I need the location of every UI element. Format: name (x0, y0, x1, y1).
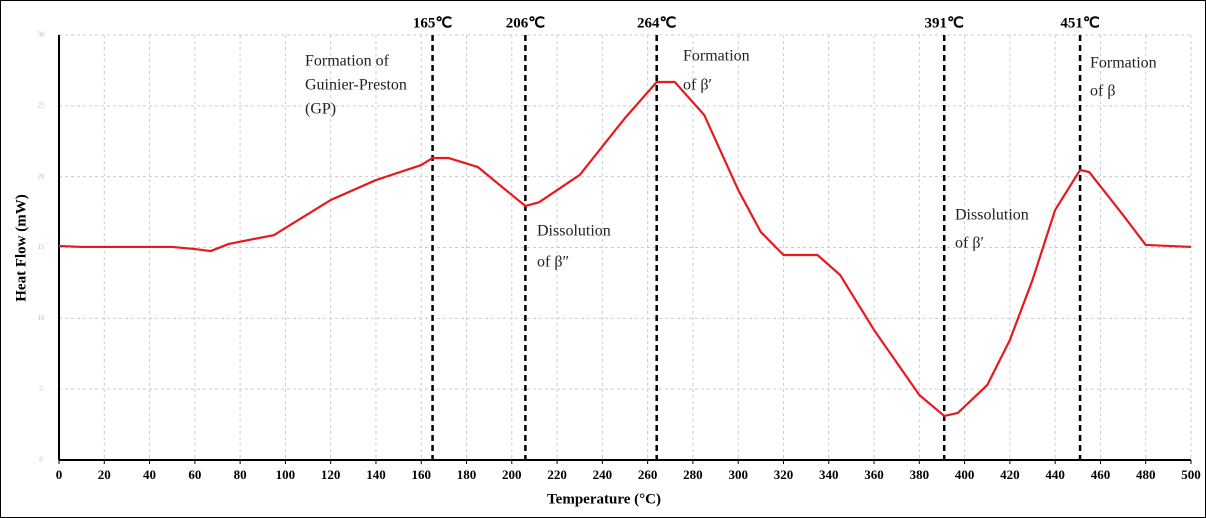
x-tick-label: 20 (98, 467, 111, 482)
y-tick-label: 30 (38, 31, 46, 39)
y-tick-label: 20 (38, 172, 46, 180)
annotation: Guinier-Preston (305, 77, 407, 94)
x-tick-label: 440 (1045, 467, 1065, 482)
x-tick-label: 420 (1000, 467, 1020, 482)
x-axis-title: Temperature (°C) (547, 491, 661, 507)
annotation: of β′ (955, 235, 984, 252)
x-tick-label: 120 (321, 467, 341, 482)
x-tick-label: 200 (502, 467, 522, 482)
x-tick-label: 480 (1136, 467, 1156, 482)
y-tick-label: 10 (38, 314, 46, 322)
y-tick-label: 15 (38, 243, 46, 251)
line (58, 80, 1192, 418)
annotation: Formation (1090, 55, 1157, 72)
marker-label: 451℃ (1060, 15, 1100, 31)
x-tick-label: 340 (819, 467, 839, 482)
annotation: (GP) (305, 101, 336, 118)
y-tick-label: 25 (38, 101, 46, 109)
x-tick-label: 180 (457, 467, 477, 482)
annotation: Dissolution (955, 207, 1029, 224)
marker-label: 264℃ (637, 15, 677, 31)
annotation: of β (1090, 83, 1115, 100)
annotation: Formation (683, 48, 750, 65)
y-tick-label: 0 (39, 456, 43, 464)
x-tick-label: 100 (276, 467, 296, 482)
x-tick-label: 140 (366, 467, 386, 482)
x-tick-label: 260 (638, 467, 658, 482)
annotation: Dissolution (537, 223, 611, 240)
x-tick-label: 240 (593, 467, 613, 482)
x-tick-label: 80 (234, 467, 247, 482)
x-tick-label: 0 (56, 467, 63, 482)
x-tick-label: 220 (547, 467, 567, 482)
x-tick-label: 460 (1091, 467, 1111, 482)
x-tick-label: 160 (411, 467, 431, 482)
x-tick-label: 280 (683, 467, 703, 482)
y-tick-label: 5 (39, 385, 43, 393)
x-tick-label: 300 (728, 467, 748, 482)
x-tick-label: 60 (188, 467, 201, 482)
annotation: of β″ (537, 254, 569, 271)
x-tick-label: 500 (1181, 467, 1201, 482)
marker-label: 206℃ (506, 15, 546, 31)
x-tick-label: 380 (910, 467, 930, 482)
marker-label: 165℃ (413, 15, 453, 31)
y-axis-title: Heat Flow (mW) (13, 194, 29, 301)
x-tick-label: 40 (143, 467, 156, 482)
x-tick-label: 320 (774, 467, 794, 482)
annotation: of β′ (683, 77, 712, 94)
marker-label: 391℃ (925, 15, 965, 31)
annotation: Formation of (305, 53, 390, 70)
x-tick-label: 360 (864, 467, 884, 482)
x-tick-label: 400 (955, 467, 975, 482)
